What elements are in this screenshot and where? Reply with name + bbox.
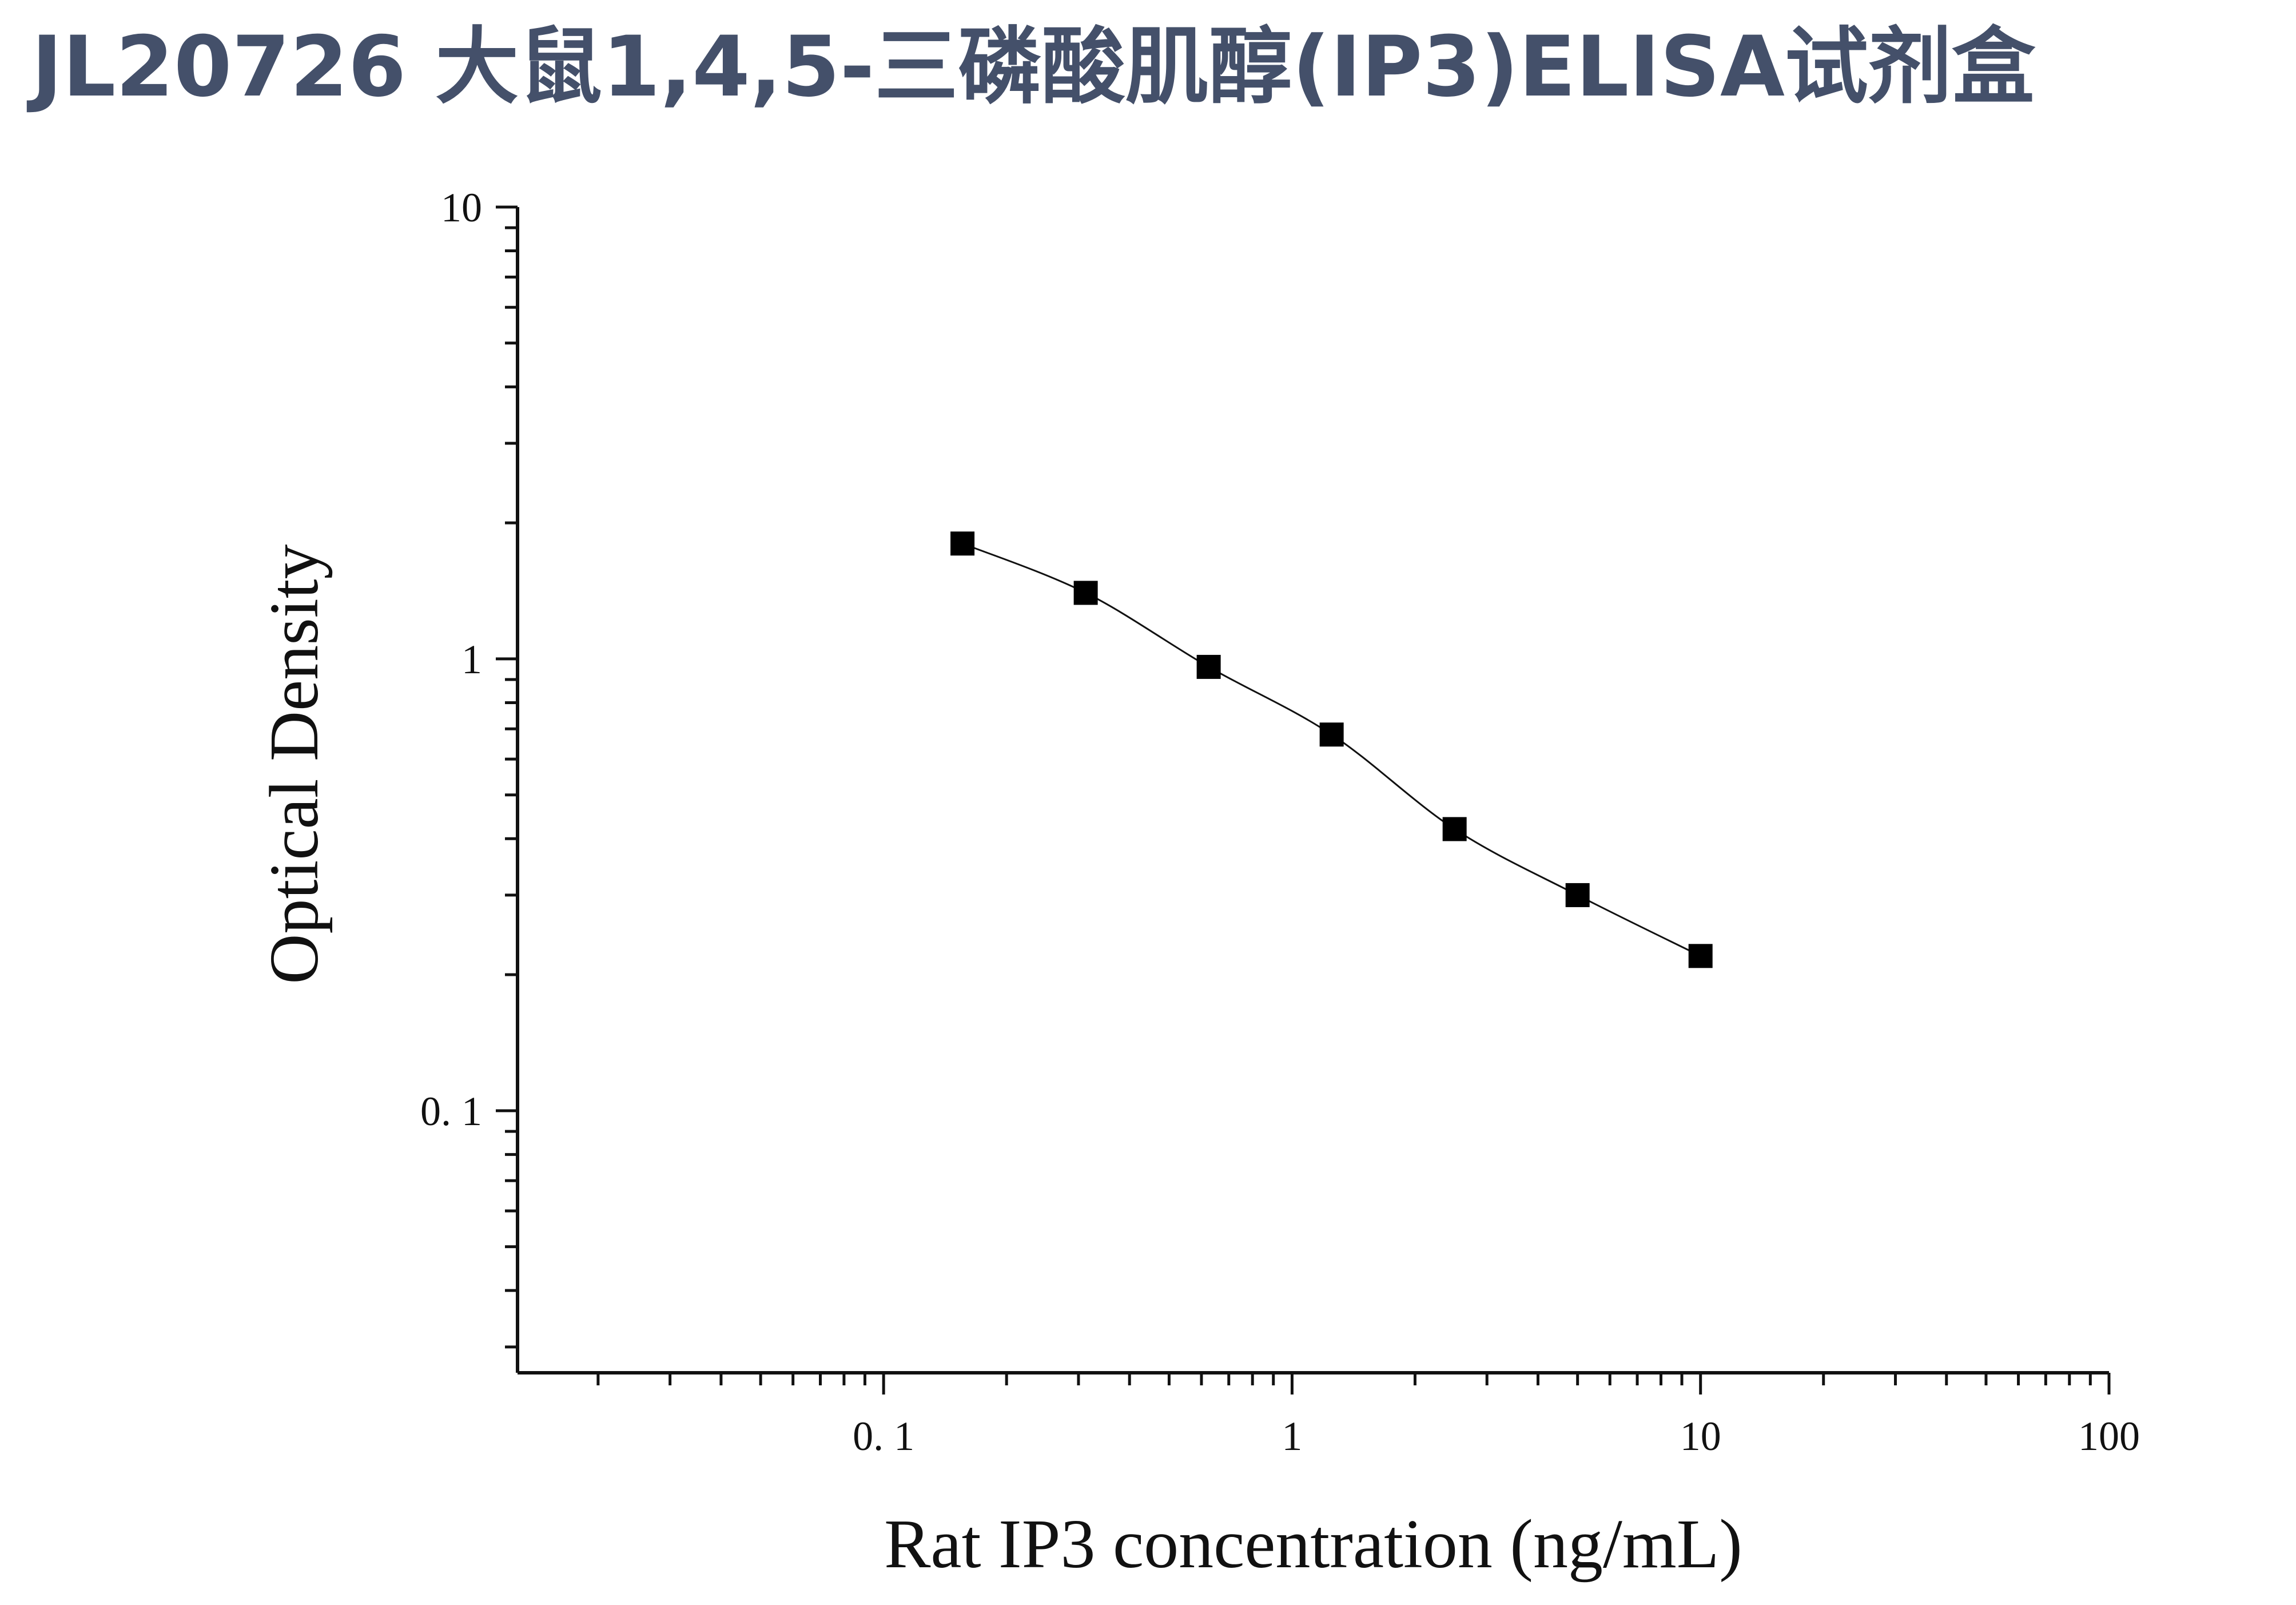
x-axis-tick-labels: 0. 1 1 10 100	[853, 1413, 2140, 1459]
x-tick-label: 1	[1282, 1413, 1302, 1459]
x-tick-label: 10	[1680, 1413, 1721, 1459]
fit-curve	[962, 542, 1701, 957]
x-tick-label: 100	[2078, 1413, 2140, 1459]
data-point	[950, 531, 975, 556]
y-axis-tick-labels: 0. 1 1 10	[420, 185, 482, 1134]
x-axis-ticks	[596, 1373, 2111, 1395]
y-axis-ticks	[496, 205, 518, 1349]
y-tick-label: 1	[461, 637, 482, 682]
x-axis-title: Rat IP3 concentration (ng/mL)	[884, 1505, 1742, 1583]
y-tick-label: 10	[441, 185, 482, 231]
data-point	[1319, 722, 1344, 747]
data-point	[1688, 944, 1713, 968]
data-point	[1442, 817, 1467, 841]
y-tick-label: 0. 1	[420, 1088, 482, 1134]
data-point	[1196, 654, 1221, 679]
page-title: JL20726 大鼠1,4,5-三磷酸肌醇(IP3)ELISA试剂盒	[31, 18, 2035, 116]
data-point	[1565, 883, 1590, 907]
y-axis-title: Optical Density	[256, 544, 333, 984]
data-point	[1073, 581, 1098, 605]
data-points	[950, 531, 1713, 968]
x-tick-label: 0. 1	[853, 1413, 914, 1459]
axes	[516, 207, 2109, 1374]
